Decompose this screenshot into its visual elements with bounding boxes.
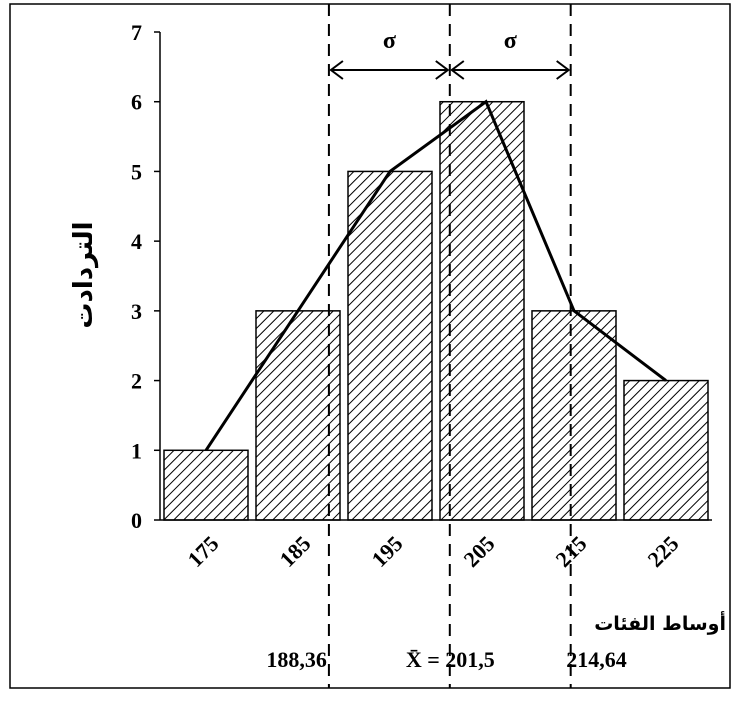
- x-tick-label-205: 205: [459, 531, 500, 572]
- bar-195: [347, 170, 433, 521]
- sigma-label-1: σ: [504, 28, 517, 54]
- bar-185: [255, 310, 341, 521]
- sigma-label-0: σ: [383, 28, 396, 54]
- x-tick-label-195: 195: [367, 531, 408, 572]
- x-tick-label-225: 225: [643, 531, 684, 572]
- lower-bound-label: 188,36: [266, 647, 327, 672]
- bar-175: [163, 449, 249, 521]
- chart-border: [9, 3, 731, 689]
- bar-205: [439, 100, 525, 521]
- mean-label: X̄ = 201,5: [406, 647, 495, 672]
- y-axis-label: التردادت: [69, 221, 99, 328]
- sigma-arrowhead-right-0: [435, 60, 450, 80]
- y-tick-label-7: 7: [131, 20, 142, 45]
- sigma-arrowhead-left-1: [450, 60, 465, 80]
- x-tick-label-175: 175: [183, 531, 224, 572]
- upper-bound-label: 214,64: [566, 647, 627, 672]
- x-axis-label: أوساط الفئات: [594, 611, 726, 635]
- frequency-polygon: [204, 99, 667, 452]
- sigma-arrowhead-right-1: [556, 60, 571, 80]
- y-tick-label-3: 3: [131, 299, 142, 324]
- y-tick-label-1: 1: [131, 438, 142, 463]
- y-tick-label-2: 2: [131, 369, 142, 394]
- y-tick-label-5: 5: [131, 159, 142, 184]
- y-tick-label-4: 4: [131, 229, 142, 254]
- sigma-arrowhead-left-0: [329, 60, 344, 80]
- y-tick-label-6: 6: [131, 90, 142, 115]
- bar-225: [623, 379, 709, 521]
- bar-215: [531, 310, 617, 521]
- x-tick-label-185: 185: [275, 531, 316, 572]
- y-tick-label-0: 0: [131, 508, 142, 533]
